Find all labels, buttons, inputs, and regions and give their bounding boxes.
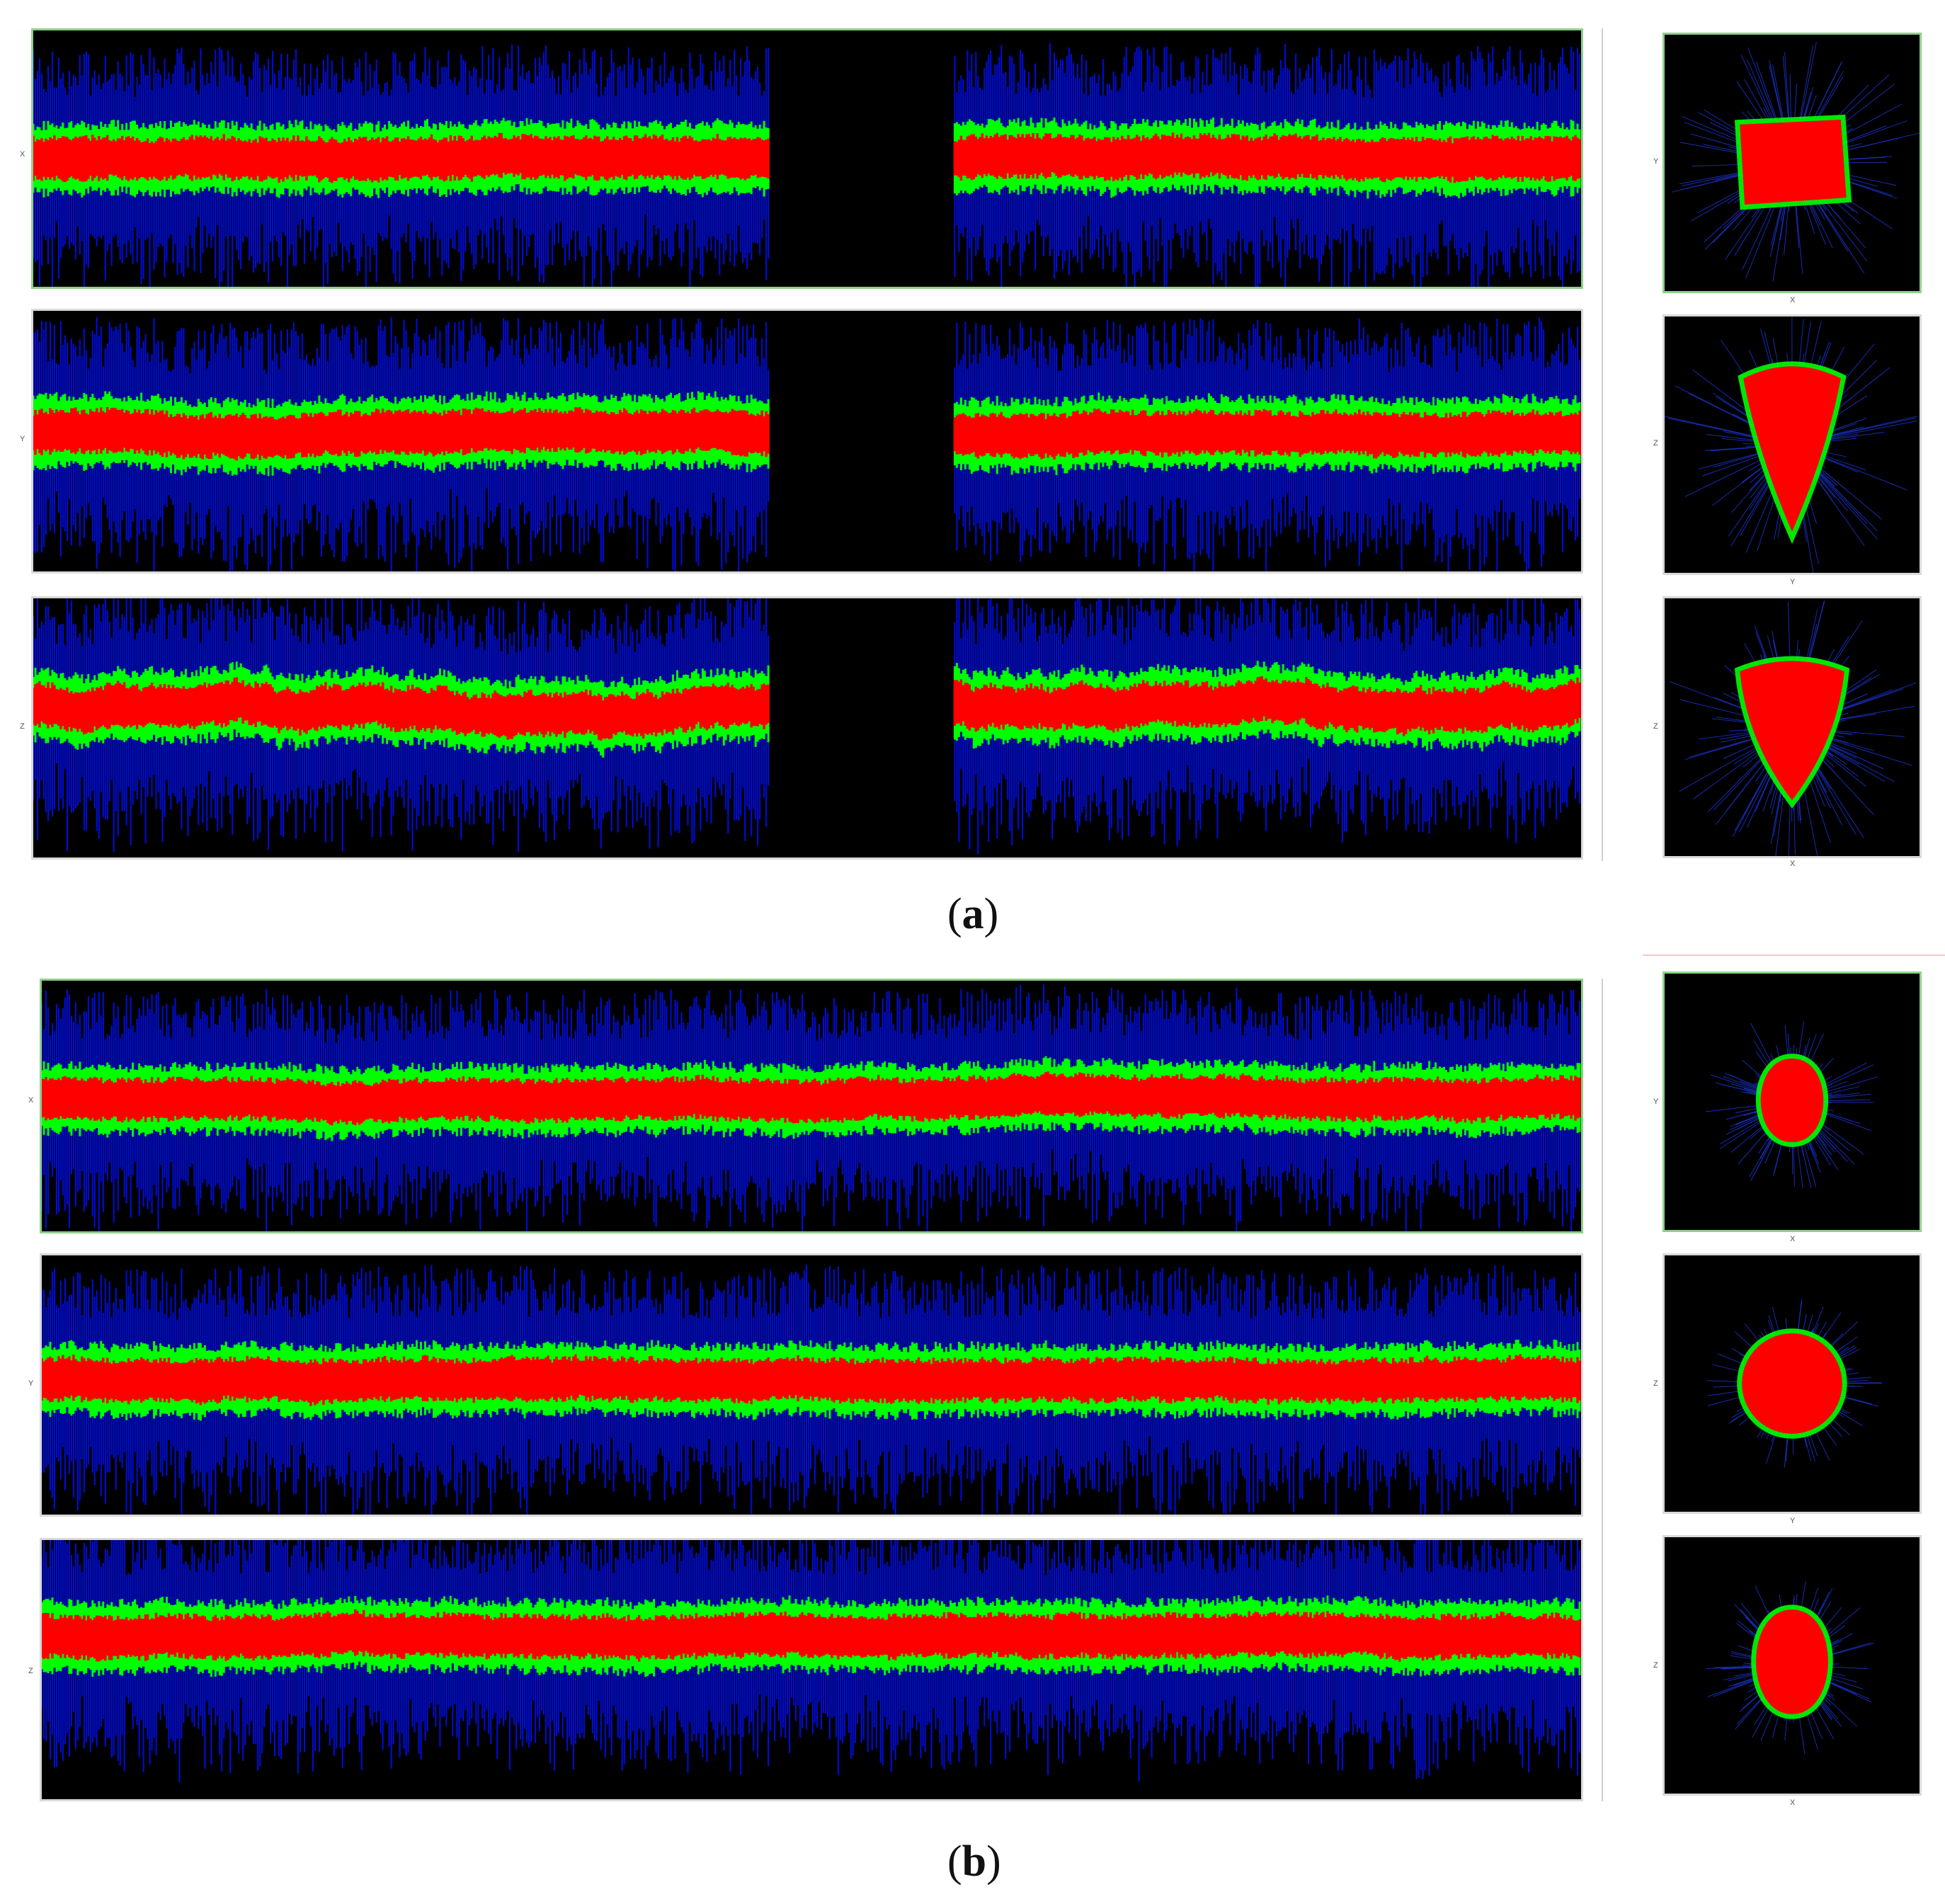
trace-heatmap-a-x [33,43,1581,287]
projection-panel-a-2[interactable] [1662,314,1922,575]
trace-panel-a-z[interactable] [31,596,1583,860]
trace-heatmap-a-y [33,317,1581,571]
projection-panel-a-3[interactable] [1662,596,1922,858]
projection-heatmap-b-2 [1706,1299,1882,1468]
projection-heatmap-b-3 [1706,1581,1874,1755]
proj-vlabel-a-2: Z [1653,439,1658,448]
trace-panel-b-z[interactable] [40,1538,1583,1801]
proj-vlabel-b-3: Z [1653,1661,1658,1670]
proj-vlabel-a-1: Y [1653,157,1659,166]
caption-b: (b) [947,1837,1001,1886]
proj-hlabel-b-2: Y [1790,1517,1796,1525]
projection-heatmap-a-1 [1672,42,1920,282]
projection-heatmap-a-3 [1670,600,1917,856]
projection-heatmap-a-2 [1665,317,1918,573]
proj-hlabel-b-1: X [1790,1235,1796,1243]
trace-panel-a-y[interactable] [31,309,1583,574]
trace-heatmap-a-z [33,598,1581,855]
axis-label-b-y: Y [28,1379,34,1388]
projection-panel-b-2[interactable] [1662,1253,1922,1514]
caption-a-letter: a [962,890,984,938]
trace-heatmap-b-x [42,984,1581,1231]
proj-vlabel-a-3: Z [1653,722,1658,731]
caption-b-letter: b [962,1837,987,1886]
trace-panel-b-y[interactable] [40,1253,1583,1517]
proj-hlabel-b-3: X [1790,1798,1796,1807]
section-divider-a [1602,28,1603,861]
axis-label-a-x: X [20,150,25,159]
proj-hlabel-a-3: X [1790,860,1796,868]
proj-hlabel-a-1: X [1790,296,1796,304]
projection-panel-b-1[interactable] [1662,971,1922,1232]
section-separator-line [1643,954,1945,956]
trace-heatmap-b-y [42,1265,1581,1515]
trace-panel-a-x[interactable] [31,28,1583,289]
proj-vlabel-b-2: Z [1653,1379,1658,1388]
axis-label-a-y: Y [20,435,25,443]
section-divider-b [1602,979,1603,1801]
axis-label-b-z: Z [28,1667,33,1675]
trace-heatmap-b-z [42,1540,1581,1782]
proj-hlabel-a-2: Y [1790,578,1796,586]
trace-panel-b-x[interactable] [40,979,1583,1233]
projection-panel-a-1[interactable] [1662,33,1922,293]
proj-vlabel-b-1: Y [1653,1098,1659,1106]
axis-label-b-x: X [28,1096,34,1105]
projection-heatmap-b-1 [1705,1021,1878,1189]
caption-a: (a) [947,890,999,938]
axis-label-a-z: Z [20,722,25,731]
projection-panel-b-3[interactable] [1662,1535,1922,1796]
